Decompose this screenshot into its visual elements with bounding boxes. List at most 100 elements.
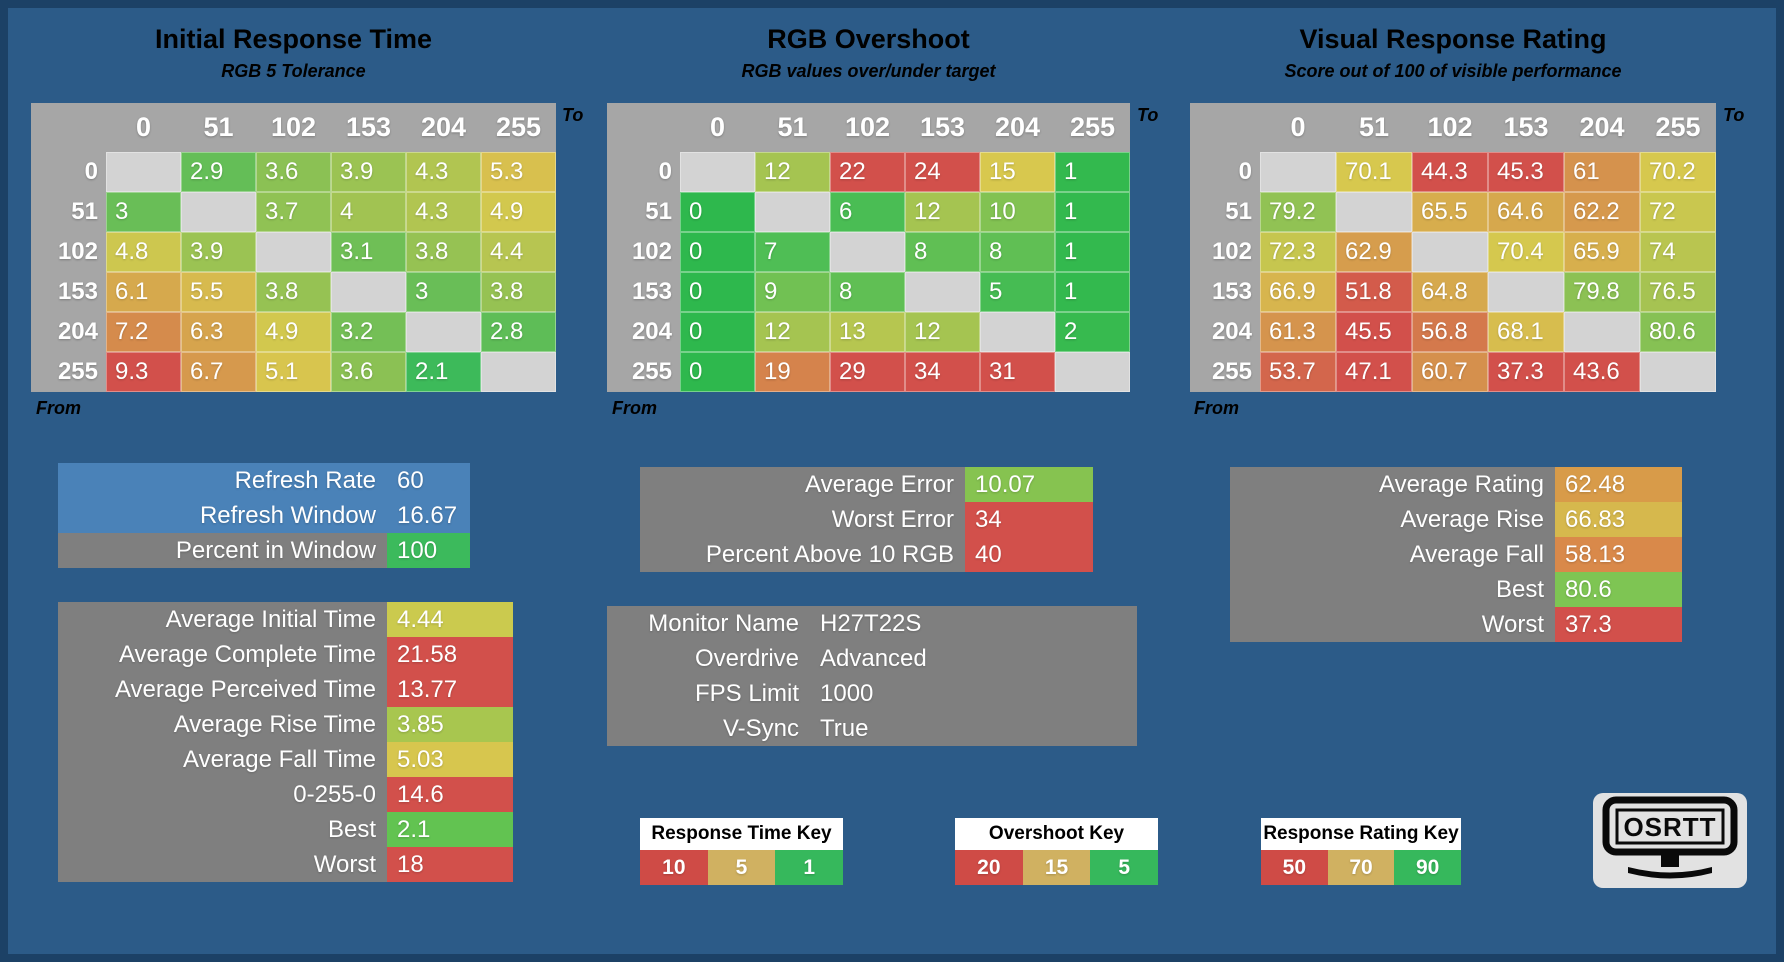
heatmap-cell: 15 xyxy=(980,152,1055,192)
heatmap-cell: 70.2 xyxy=(1640,152,1716,192)
heatmap-cell: 0 xyxy=(680,312,755,352)
heatmap-cell: 5.5 xyxy=(181,272,256,312)
heatmap-cell-blank xyxy=(905,272,980,312)
response-rating-key: Response Rating Key 50 70 90 xyxy=(1261,818,1462,885)
heatmap-cell: 3 xyxy=(406,272,481,312)
stat-value: True xyxy=(820,714,869,742)
stat-row: Overdrive Advanced xyxy=(607,641,1137,676)
heatmap-cell: 0 xyxy=(680,232,755,272)
heatmap-cell-blank xyxy=(1260,152,1336,192)
row-header: 255 xyxy=(607,352,680,392)
heatmap-cell: 3.7 xyxy=(256,192,331,232)
stat-row: Worst 18 xyxy=(58,847,513,882)
initial-response-time-title: Initial Response Time xyxy=(154,24,433,54)
stat-label: Average Rise Time xyxy=(173,710,376,738)
heatmap-cell: 72 xyxy=(1640,192,1716,232)
visual-response-rating-table: 0 51 102 153 204 255 0 70.1 44.3 45.3 61 70.2 51 79.2… xyxy=(1190,103,1716,392)
heatmap-cell: 3.8 xyxy=(256,272,331,312)
heatmap-cell-blank xyxy=(1564,312,1640,352)
stat-row: Average Rating 62.48 xyxy=(1230,467,1682,502)
key-cells: 20 15 5 xyxy=(955,850,1159,885)
heatmap-cell: 19 xyxy=(755,352,830,392)
key-cell: 15 xyxy=(1022,850,1091,885)
heatmap-cell: 72.3 xyxy=(1260,232,1336,272)
heatmap-cell: 5.3 xyxy=(481,152,556,192)
heatmap-cell: 3.8 xyxy=(481,272,556,312)
stat-value: 37.3 xyxy=(1555,607,1682,642)
heatmap-cell: 70.1 xyxy=(1336,152,1412,192)
row-header: 0 xyxy=(607,152,680,192)
heatmap-cell: 12 xyxy=(755,152,830,192)
heatmap-cell: 60.7 xyxy=(1412,352,1488,392)
heatmap-cell: 10 xyxy=(980,192,1055,232)
initial-response-time-table: 0 51 102 153 204 255 0 2.9 3.6 3.9 4.3 5.3 51 3 3.7 4 4.… xyxy=(31,103,556,392)
stat-row: Average Complete Time 21.58 xyxy=(58,637,513,672)
heatmap-cell-blank xyxy=(406,312,481,352)
heatmap-cell: 51.8 xyxy=(1336,272,1412,312)
heatmap-cell: 13 xyxy=(830,312,905,352)
stat-label: Average Complete Time xyxy=(118,640,376,668)
heatmap-cell: 3.9 xyxy=(181,232,256,272)
heatmap-cell: 45.5 xyxy=(1336,312,1412,352)
stat-value: 1000 xyxy=(820,679,874,707)
row-header: 102 xyxy=(31,232,106,272)
row-header: 102 xyxy=(1190,232,1260,272)
heatmap-cell: 43.6 xyxy=(1564,352,1640,392)
stat-row: Average Rise 66.83 xyxy=(1230,502,1682,537)
column-header: 204 xyxy=(406,103,481,152)
stat-label: Overdrive xyxy=(694,644,799,672)
heatmap-cell: 61.3 xyxy=(1260,312,1336,352)
column-header: 153 xyxy=(1488,103,1564,152)
key-cell: 1 xyxy=(775,850,844,885)
stat-value: 3.85 xyxy=(387,707,513,742)
heatmap-cell: 76.5 xyxy=(1640,272,1716,312)
stat-label: Worst Error xyxy=(831,505,954,533)
heatmap-cell: 6.1 xyxy=(106,272,181,312)
table-corner xyxy=(31,103,106,152)
stat-label: Average Fall Time xyxy=(183,745,376,773)
stat-value: 34 xyxy=(965,502,1093,537)
heatmap-cell: 5 xyxy=(980,272,1055,312)
heatmap-cell: 1 xyxy=(1055,152,1130,192)
heatmap-cell: 2.9 xyxy=(181,152,256,192)
stat-row: Percent Above 10 RGB 40 xyxy=(640,537,1093,572)
visual-response-rating-subtitle: Score out of 100 of visible performance xyxy=(1284,61,1622,81)
heatmap-cell: 34 xyxy=(905,352,980,392)
stat-row: Monitor Name H27T22S xyxy=(607,606,1137,641)
response-time-stats-box: Average Initial Time 4.44 Average Complete… xyxy=(58,602,513,882)
stat-row: Average Fall 58.13 xyxy=(1230,537,1682,572)
heatmap-cell: 37.3 xyxy=(1488,352,1564,392)
column-header: 255 xyxy=(1640,103,1716,152)
stat-label: V-Sync xyxy=(722,714,799,742)
heatmap-cell: 12 xyxy=(755,312,830,352)
heatmap-cell: 12 xyxy=(905,192,980,232)
stat-value: 5.03 xyxy=(387,742,513,777)
heatmap-cell: 65.5 xyxy=(1412,192,1488,232)
key-cell: 70 xyxy=(1327,850,1395,885)
column-header: 102 xyxy=(1412,103,1488,152)
heatmap-cell: 64.8 xyxy=(1412,272,1488,312)
key-cell: 50 xyxy=(1261,850,1328,885)
column-header: 0 xyxy=(1260,103,1336,152)
heatmap-cell: 3.8 xyxy=(406,232,481,272)
heatmap-cell: 1 xyxy=(1055,192,1130,232)
stat-row: FPS Limit 1000 xyxy=(607,676,1137,711)
heatmap-cell: 4.8 xyxy=(106,232,181,272)
heatmap-cell: 1 xyxy=(1055,232,1130,272)
heatmap-cell: 3 xyxy=(106,192,181,232)
column-header: 102 xyxy=(256,103,331,152)
heatmap-cell: 12 xyxy=(905,312,980,352)
from-axis-label: From xyxy=(612,398,657,418)
monitor-info-box: Monitor Name H27T22S Overdrive Advanced FPS … xyxy=(607,606,1137,746)
to-axis-label: To xyxy=(1137,105,1159,125)
row-header: 153 xyxy=(1190,272,1260,312)
heatmap-cell: 3.1 xyxy=(331,232,406,272)
stat-row: Best 2.1 xyxy=(58,812,513,847)
stat-value: 14.6 xyxy=(387,777,513,812)
heatmap-cell: 4.9 xyxy=(481,192,556,232)
column-header: 102 xyxy=(830,103,905,152)
stat-label: Average Rating xyxy=(1379,470,1544,498)
heatmap-cell: 4 xyxy=(331,192,406,232)
osrtt-logo-text: OSRTT xyxy=(1623,812,1716,842)
column-header: 255 xyxy=(1055,103,1130,152)
